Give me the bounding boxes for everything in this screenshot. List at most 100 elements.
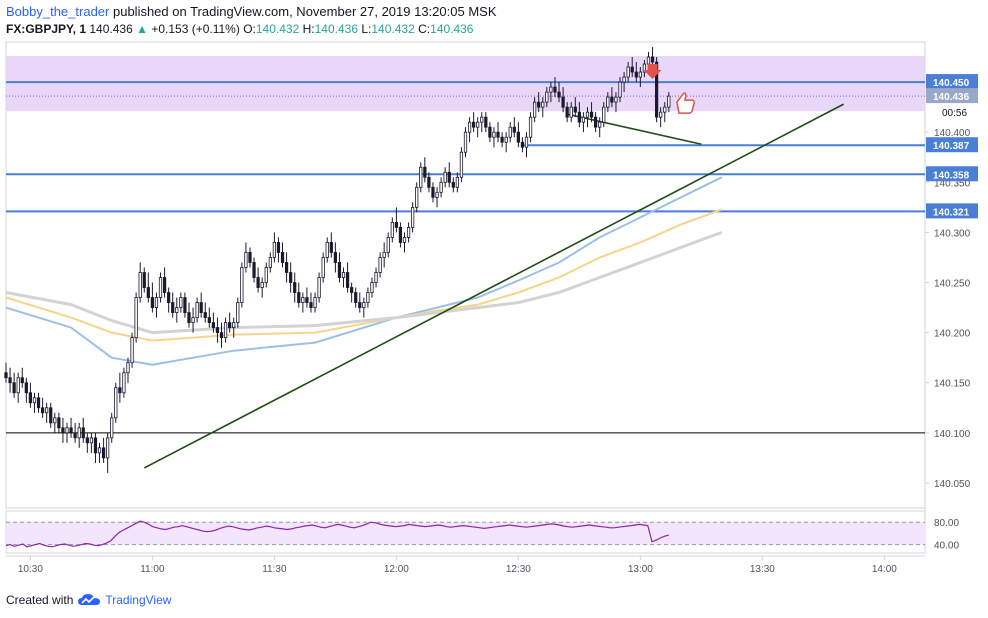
high-label: H: — [302, 22, 315, 36]
candle — [223, 322, 228, 339]
candle — [289, 272, 293, 283]
candle — [520, 141, 525, 148]
open-label: O: — [243, 22, 256, 36]
candle — [476, 121, 480, 128]
change-value: +0.153 (+0.11%) — [151, 22, 240, 36]
candle — [4, 372, 8, 379]
candle — [321, 257, 325, 278]
candle — [305, 297, 309, 303]
price-level-label: 140.321 — [933, 207, 970, 218]
created-with-text: Created with — [6, 593, 74, 607]
candle — [12, 382, 16, 394]
candle — [297, 292, 301, 303]
candle — [40, 407, 45, 414]
candle — [602, 106, 606, 123]
price-level-badge — [926, 74, 978, 90]
candle — [236, 302, 240, 324]
candle — [390, 221, 394, 238]
candle — [49, 407, 53, 424]
x-tick-label: 11:30 — [262, 564, 287, 575]
candle — [256, 277, 260, 288]
moving-average-line — [5, 230, 723, 335]
last-price: 140.436 — [89, 22, 133, 36]
candle — [28, 392, 33, 404]
candle — [280, 252, 285, 263]
candle — [402, 237, 407, 243]
close-value: 140.436 — [430, 22, 474, 36]
candle — [350, 287, 354, 293]
x-tick-label: 14:00 — [872, 564, 897, 575]
candle — [73, 432, 77, 439]
price-level-badge — [926, 203, 978, 219]
candle — [459, 151, 464, 178]
candle — [606, 96, 610, 108]
x-tick-label: 10:30 — [18, 564, 43, 575]
candle — [191, 317, 195, 324]
candle — [8, 377, 12, 384]
candle — [97, 447, 102, 454]
candle — [638, 71, 642, 78]
y-tick-label: 140.350 — [934, 178, 971, 189]
x-tick-label: 12:30 — [506, 564, 531, 575]
y-tick-label: 140.300 — [934, 228, 971, 239]
price-level-badge — [926, 166, 978, 182]
candle — [614, 96, 618, 103]
rsi-tick-label: 40.00 — [934, 541, 959, 552]
candle — [32, 397, 37, 404]
candle — [276, 242, 281, 253]
candle — [53, 417, 57, 424]
x-tick-label: 11:00 — [140, 564, 165, 575]
candle — [370, 282, 374, 293]
candle — [406, 226, 411, 238]
candle — [20, 377, 24, 384]
candle — [589, 111, 594, 118]
candle — [394, 221, 398, 228]
candle — [358, 302, 362, 308]
candle — [313, 297, 317, 308]
candle — [272, 242, 277, 258]
candle — [585, 111, 590, 118]
price-level-badge — [926, 88, 978, 104]
candle — [561, 96, 565, 108]
candle — [337, 262, 342, 278]
candle — [77, 427, 81, 439]
candle — [301, 297, 305, 303]
price-level-label: 140.436 — [933, 92, 970, 103]
candle — [455, 176, 459, 188]
y-tick-label: 140.150 — [934, 379, 971, 390]
chart-header-line1: Bobby_the_trader published on TradingVie… — [6, 4, 496, 19]
candle — [545, 91, 549, 103]
candle — [598, 121, 602, 128]
candle — [150, 297, 155, 308]
candle — [610, 96, 614, 103]
candle — [415, 186, 419, 208]
author-link[interactable]: Bobby_the_trader — [6, 4, 110, 19]
down-arrow-icon — [643, 64, 662, 79]
candle — [484, 116, 488, 128]
candle — [354, 292, 358, 303]
candle — [659, 111, 663, 118]
symbol-label: FX:GBPJPY, 1 — [6, 22, 87, 36]
candle — [207, 317, 211, 324]
candle — [65, 427, 69, 434]
candle — [284, 262, 289, 273]
candle — [382, 252, 386, 258]
candle — [101, 447, 106, 459]
candle — [419, 166, 423, 188]
candle — [167, 292, 171, 303]
tradingview-brand-link[interactable]: TradingView — [105, 593, 172, 607]
candle — [264, 267, 268, 283]
candle — [463, 131, 468, 153]
y-tick-label: 140.100 — [934, 429, 971, 440]
candle — [248, 252, 252, 263]
candle — [195, 302, 199, 318]
candle — [650, 56, 655, 63]
low-label: L: — [361, 22, 372, 36]
candle — [244, 252, 248, 268]
open-value: 140.432 — [255, 22, 300, 36]
candle — [162, 277, 167, 293]
close-label: C: — [418, 22, 431, 36]
candle — [362, 302, 366, 308]
candle — [508, 126, 512, 138]
